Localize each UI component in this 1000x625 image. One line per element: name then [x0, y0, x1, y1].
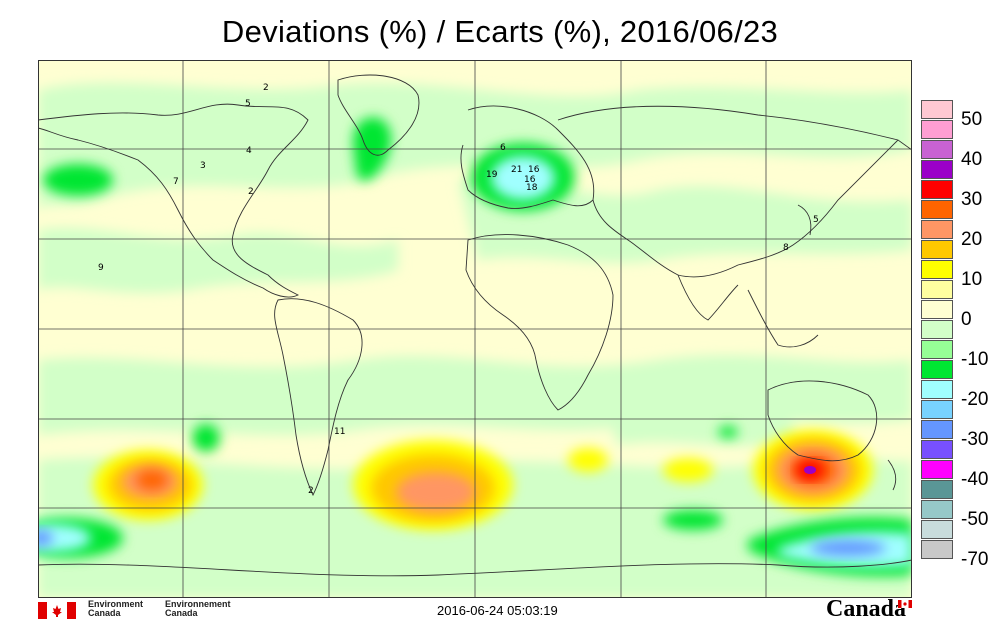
legend-label: -40 — [961, 469, 989, 490]
stations: 2 3 4 5 7 9 2 6 19 21 16 16 18 5 8 11 2 — [98, 83, 819, 496]
legend-swatch — [921, 100, 953, 119]
agency-name-en: Environment Canada — [88, 599, 144, 618]
station-label: 3 — [200, 161, 206, 171]
agency-name-fr: Environnement Canada — [165, 599, 231, 618]
station-label: 16 — [524, 175, 536, 185]
ozone-deviation-map: 2 3 4 5 7 9 2 6 19 21 16 16 18 5 8 11 2 — [38, 60, 912, 598]
legend-swatch — [921, 480, 953, 499]
legend-label: -10 — [961, 349, 989, 370]
legend-swatch — [921, 460, 953, 479]
legend-swatch — [921, 520, 953, 539]
station-label: 2 — [248, 187, 254, 197]
legend-swatch — [921, 500, 953, 519]
timestamp: 2016-06-24 05:03:19 — [437, 603, 558, 618]
legend-swatch — [921, 420, 953, 439]
legend-swatch — [921, 120, 953, 139]
legend-swatch — [921, 160, 953, 179]
legend-swatch — [921, 440, 953, 459]
legend-label: 0 — [961, 309, 972, 330]
station-label: 4 — [246, 146, 252, 156]
legend-swatch — [921, 320, 953, 339]
map-frame — [38, 60, 912, 598]
station-label: 16 — [528, 165, 540, 175]
contour-purple — [804, 466, 816, 474]
legend-label: 10 — [961, 269, 983, 290]
legend-swatch — [921, 300, 953, 319]
lat-lon-grid — [38, 60, 912, 598]
legend-swatch — [921, 200, 953, 219]
legend-swatch — [921, 220, 953, 239]
station-label: 18 — [526, 183, 538, 193]
legend-label: 20 — [961, 229, 983, 250]
canada-flag-icon — [38, 602, 76, 619]
station-label: 2 — [263, 83, 269, 93]
station-label: 21 — [511, 165, 522, 175]
station-label: 5 — [813, 215, 819, 225]
legend-label: -30 — [961, 429, 989, 450]
canada-wordmark: Canada — [826, 596, 907, 622]
map-title: Deviations (%) / Ecarts (%), 2016/06/23 — [221, 14, 779, 49]
legend-swatch — [921, 540, 953, 559]
legend-swatch — [921, 280, 953, 299]
contour-blue — [38, 530, 886, 556]
station-label: 5 — [245, 99, 251, 109]
legend-label: -70 — [961, 549, 989, 570]
legend-label: 50 — [961, 109, 983, 130]
legend-swatch — [921, 380, 953, 399]
coastlines — [38, 74, 912, 577]
legend-swatch — [921, 360, 953, 379]
legend-label: -20 — [961, 389, 989, 410]
station-label: 7 — [173, 177, 179, 187]
station-label: 9 — [98, 263, 104, 273]
legend-swatch — [921, 260, 953, 279]
station-label: 11 — [334, 427, 345, 437]
station-label: 6 — [500, 143, 506, 153]
wordmark-flag-icon — [898, 600, 912, 608]
legend-swatch — [921, 140, 953, 159]
legend-swatch — [921, 180, 953, 199]
station-label: 19 — [486, 170, 498, 180]
station-label: 2 — [308, 486, 314, 496]
legend-swatch — [921, 400, 953, 419]
legend-swatch — [921, 340, 953, 359]
legend-label: -50 — [961, 509, 989, 530]
legend-label: 40 — [961, 149, 983, 170]
station-label: 8 — [783, 243, 789, 253]
legend-swatch — [921, 240, 953, 259]
legend-label: 30 — [961, 189, 983, 210]
